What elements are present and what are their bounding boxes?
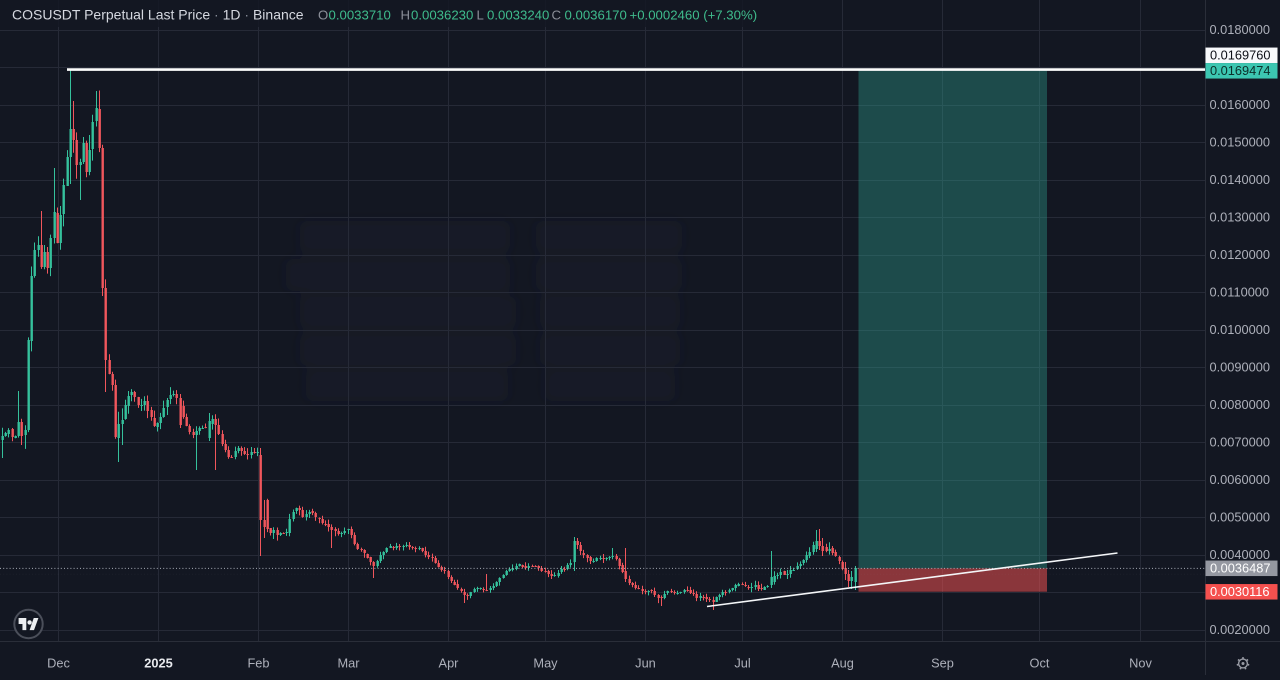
svg-text:Sep: Sep	[931, 656, 954, 671]
svg-text:0.0060000: 0.0060000	[1210, 472, 1271, 487]
svg-text:May: May	[533, 656, 558, 671]
svg-text:Apr: Apr	[439, 656, 460, 671]
svg-text:0.0150000: 0.0150000	[1210, 135, 1271, 150]
svg-text:0.0120000: 0.0120000	[1210, 247, 1271, 262]
svg-text:H: H	[401, 8, 411, 23]
svg-text:0.0036230: 0.0036230	[411, 8, 473, 23]
svg-text:0.0033240: 0.0033240	[487, 8, 549, 23]
svg-text:+0.0002460 (+7.30%): +0.0002460 (+7.30%)	[630, 8, 758, 23]
svg-text:0.0040000: 0.0040000	[1210, 547, 1271, 562]
svg-text:0.0140000: 0.0140000	[1210, 172, 1271, 187]
svg-text:0.0036170: 0.0036170	[565, 8, 627, 23]
svg-text:L: L	[477, 8, 484, 23]
svg-text:0.0169474: 0.0169474	[1210, 63, 1271, 78]
svg-text:0.0180000: 0.0180000	[1210, 22, 1271, 37]
svg-text:Jun: Jun	[635, 656, 656, 671]
svg-text:C: C	[552, 8, 562, 23]
svg-text:Mar: Mar	[337, 656, 360, 671]
svg-text:0.0110000: 0.0110000	[1210, 285, 1270, 300]
svg-text:O: O	[318, 8, 328, 23]
svg-text:0.0050000: 0.0050000	[1210, 510, 1271, 525]
svg-text:0.0130000: 0.0130000	[1210, 210, 1271, 225]
svg-text:0.0033710: 0.0033710	[329, 8, 391, 23]
svg-text:0.0030116: 0.0030116	[1210, 584, 1270, 599]
svg-text:0.0160000: 0.0160000	[1210, 97, 1271, 112]
svg-text:Nov: Nov	[1129, 656, 1152, 671]
svg-text:0.0070000: 0.0070000	[1210, 435, 1271, 450]
svg-text:Dec: Dec	[47, 656, 70, 671]
svg-text:0.0020000: 0.0020000	[1210, 622, 1271, 637]
svg-text:0.0080000: 0.0080000	[1210, 397, 1271, 412]
svg-text:Oct: Oct	[1030, 656, 1050, 671]
svg-text:0.0100000: 0.0100000	[1210, 322, 1271, 337]
svg-text:2025: 2025	[144, 656, 172, 671]
svg-text:0.0090000: 0.0090000	[1210, 360, 1271, 375]
svg-text:0.0169760: 0.0169760	[1210, 48, 1271, 63]
svg-text:COSUSDT Perpetual Last Price ·: COSUSDT Perpetual Last Price · 1D · Bina…	[12, 7, 304, 23]
svg-text:Aug: Aug	[831, 656, 854, 671]
svg-text:Jul: Jul	[734, 656, 750, 671]
svg-text:Feb: Feb	[247, 656, 269, 671]
svg-text:0.0036487: 0.0036487	[1210, 561, 1271, 576]
